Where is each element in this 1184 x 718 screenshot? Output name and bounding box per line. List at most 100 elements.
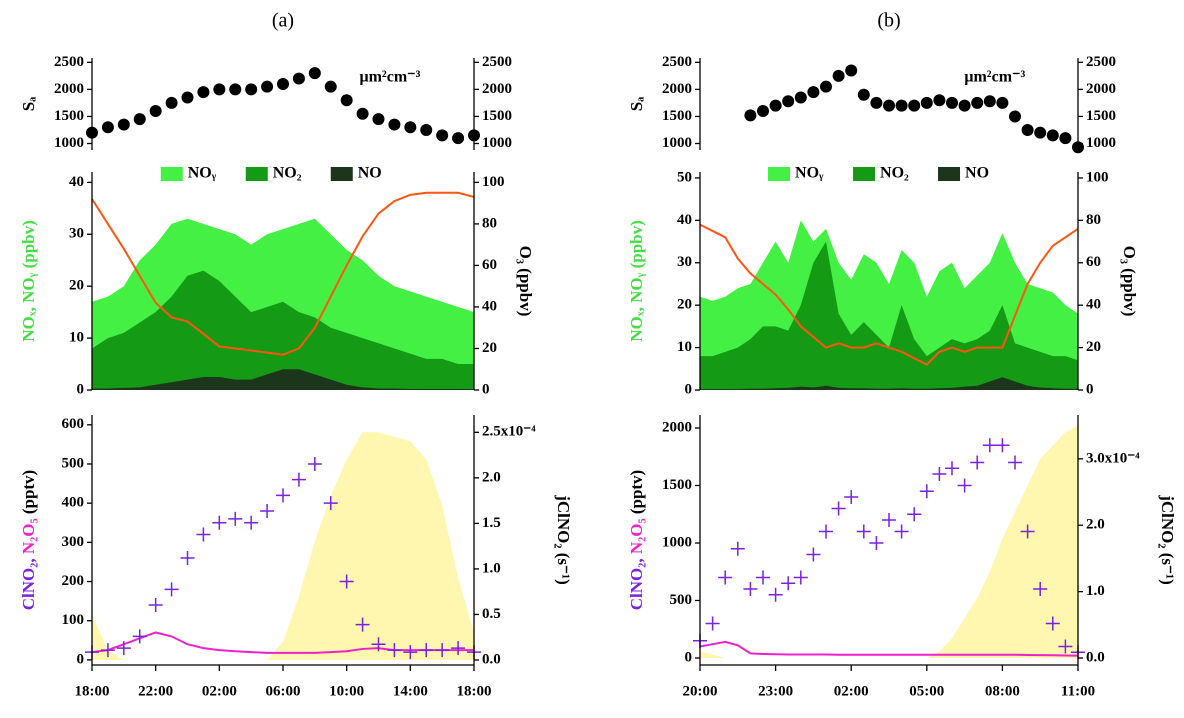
marker (1045, 616, 1060, 631)
panel: 0 500 1000 1500 2000 0.0 1.0 2.0 3.0x10⁻⁴ 20:00 23… (627, 415, 1177, 699)
y-tick-label: 500 (62, 455, 85, 471)
y-tick-label: 40 (69, 174, 84, 190)
y-axis-label-part: N₂O₅ (627, 514, 646, 554)
y-tick-label: 0 (685, 649, 693, 665)
marker (1009, 110, 1021, 123)
x-tick-label: 11:00 (1061, 683, 1095, 699)
marker (718, 570, 733, 585)
marker (260, 504, 275, 519)
y-tick-label: 1000 (662, 135, 692, 151)
y-axis-label-part: Sₐ (627, 97, 646, 111)
marker (403, 645, 418, 660)
y-axis-label: NOₓ, NOᵧ (ppbv) (627, 220, 646, 342)
y2-tick-label: 0.5 (482, 606, 501, 622)
y-axis-label-part: N₂O₅ (19, 514, 38, 554)
marker (958, 99, 971, 112)
legend-label: NOᵧ (795, 165, 824, 182)
panel: 0 10 20 30 40 50 0 20 40 60 80 100 NOₓ, NOᵧ (ppbv) O₃… (627, 165, 1139, 398)
panel: 0 100 200 300 400 500 600 0.0 0.5 1.0 1.5 2.0 2.5x10… (19, 415, 573, 699)
y2-tick-label: 1.0 (482, 560, 501, 576)
y-tick-label: 10 (677, 339, 692, 355)
marker (277, 77, 289, 90)
marker (149, 105, 162, 118)
y2-tick-label: 2.0 (482, 469, 501, 485)
marker (908, 99, 921, 112)
y-tick-label: 1000 (662, 534, 692, 550)
y2-tick-label: 1.0 (1086, 583, 1105, 599)
y-tick-label: 20 (69, 278, 84, 294)
marker (769, 99, 782, 112)
legend-swatch (330, 167, 353, 181)
y-tick-label: 10 (69, 330, 84, 346)
marker (919, 484, 934, 499)
marker (869, 535, 884, 550)
y-axis-label-part: (pptv) (627, 470, 646, 514)
x-tick-label: 02:00 (834, 683, 869, 699)
y-tick-label: 40 (677, 212, 692, 228)
marker (307, 456, 322, 471)
marker (730, 541, 745, 556)
marker (820, 80, 832, 93)
area (92, 270, 474, 390)
marker (983, 95, 996, 108)
marker (451, 641, 466, 656)
y-tick-label: 30 (69, 226, 84, 242)
marker (845, 64, 858, 77)
legend-label: NO (965, 165, 989, 182)
marker (404, 121, 417, 134)
y2-tick-label: 100 (482, 174, 505, 190)
y-tick-label: 100 (62, 612, 85, 628)
marker (133, 113, 146, 126)
y-axis-label-part: Sₐ (19, 97, 38, 111)
y2-tick-label: 0 (1086, 381, 1094, 397)
marker (323, 496, 338, 511)
marker (819, 524, 833, 539)
marker (276, 488, 290, 503)
marker (1046, 129, 1059, 142)
panel: 0 10 20 30 40 0 20 40 60 80 100 NOₓ, NOᵧ (ppbv) O₃ (… (19, 165, 535, 398)
marker (870, 96, 883, 109)
y2-tick-label: 80 (1086, 212, 1101, 228)
y2-tick-label: 80 (482, 215, 497, 231)
legend-label: NO (358, 165, 382, 182)
marker (781, 576, 796, 591)
legend-label: NOᵧ (188, 165, 217, 182)
marker (857, 88, 870, 101)
y-tick-label: 500 (670, 592, 693, 608)
legend-label: NO₂ (273, 165, 302, 182)
x-tick-label: 18:00 (75, 683, 110, 699)
y-tick-label: 30 (677, 254, 692, 270)
y-tick-label: 2500 (54, 54, 84, 70)
marker (229, 83, 242, 96)
y2-axis-label: jClNO₂ (s⁻¹) (1158, 494, 1177, 585)
y-axis-label: Sₐ (627, 97, 646, 111)
marker (932, 466, 947, 481)
marker (435, 643, 450, 658)
legend-label: NO₂ (880, 165, 909, 182)
y2-tick-label: 20 (482, 340, 497, 356)
marker (705, 616, 720, 631)
y-axis-label: ClNO₂, N₂O₅ (pptv) (19, 470, 38, 610)
area (92, 432, 474, 660)
marker (356, 107, 369, 120)
panel: 1000 1500 2000 2500 1000 1500 2000 2500 (a) Sₐ μm²… (19, 10, 512, 151)
marker (196, 527, 211, 542)
marker (743, 581, 758, 596)
marker (971, 96, 984, 109)
x-tick-label: 20:00 (683, 683, 718, 699)
y2-axis-label: O₃ (ppbv) (1120, 246, 1139, 317)
unit-annotation: μm²cm⁻³ (360, 69, 421, 86)
y-tick-label: 600 (62, 416, 85, 432)
area (700, 425, 1078, 659)
marker (768, 587, 783, 602)
marker (244, 515, 259, 530)
marker (291, 472, 306, 487)
marker (806, 547, 821, 562)
y2-tick-label: 2.0 (1086, 517, 1105, 533)
line (699, 640, 1079, 657)
marker (832, 69, 845, 82)
marker (957, 478, 972, 493)
marker (420, 123, 433, 136)
marker (101, 121, 114, 134)
